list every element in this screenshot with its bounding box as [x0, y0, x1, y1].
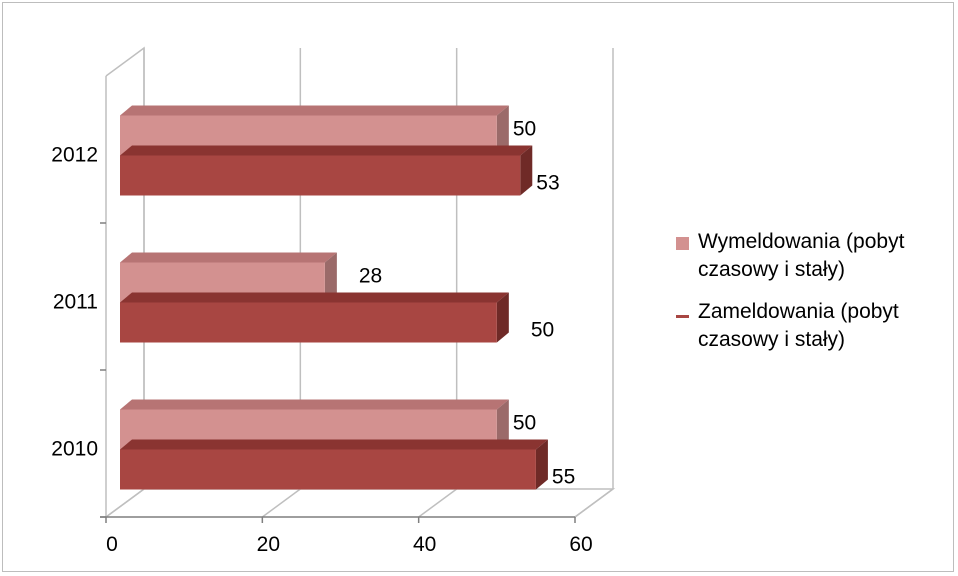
- bar-top: [120, 399, 509, 410]
- legend: Wymeldowania (pobyt czasowy i stały) Zam…: [676, 228, 946, 368]
- bar-side: [520, 145, 533, 196]
- legend-label-line2: czasowy i stały): [698, 258, 846, 281]
- floor-edge: [105, 488, 616, 518]
- bar-side: [324, 252, 337, 303]
- bar-top: [120, 145, 533, 156]
- bars: [120, 105, 548, 490]
- x-tick-label: 60: [569, 533, 592, 556]
- x-tick-label: 40: [413, 533, 436, 556]
- y-tick-label: 2011: [53, 291, 98, 314]
- x-tick-label: 20: [257, 533, 280, 556]
- x-axis-ticks: 0 20 40 60: [100, 516, 593, 556]
- legend-item-wymeldowania: Wymeldowania (pobyt czasowy i stały): [676, 228, 946, 284]
- legend-label-line1: Wymeldowania (pobyt: [698, 230, 905, 253]
- data-labels: 50 55 28 50 50 53: [359, 118, 575, 489]
- y-tick-label: 2010: [51, 438, 98, 461]
- bar: [120, 155, 521, 196]
- x-tick-label: 0: [106, 533, 118, 556]
- gridline-floor: [418, 488, 458, 518]
- legend-swatch-zameldowania: [676, 315, 689, 318]
- data-label: 53: [536, 172, 559, 195]
- bar-top: [120, 105, 509, 116]
- bar-top: [120, 292, 509, 303]
- bar-side: [496, 292, 509, 343]
- y-tick-label: 2012: [51, 144, 98, 167]
- gridline-floor: [261, 488, 301, 518]
- gridline-floor: [574, 488, 614, 518]
- bar: [120, 302, 497, 343]
- bar-side: [535, 439, 548, 490]
- legend-label-line1: Zameldowania (pobyt: [698, 300, 899, 323]
- data-label: 50: [513, 118, 536, 141]
- legend-label-line2: czasowy i stały): [698, 328, 846, 351]
- legend-item-zameldowania: Zameldowania (pobyt czasowy i stały): [676, 298, 946, 354]
- data-label: 50: [531, 319, 554, 342]
- y-axis-ticks: 2010 2011 2012: [51, 144, 106, 518]
- data-label: 28: [359, 265, 382, 288]
- bar-top: [120, 252, 337, 263]
- legend-swatch-wymeldowania: [676, 237, 689, 250]
- bar-side: [496, 105, 509, 156]
- data-label: 50: [513, 412, 536, 435]
- bar-side: [496, 399, 509, 450]
- data-label: 55: [552, 466, 575, 489]
- bar: [120, 449, 536, 490]
- bar-top: [120, 439, 548, 450]
- gridline-floor: [105, 488, 145, 518]
